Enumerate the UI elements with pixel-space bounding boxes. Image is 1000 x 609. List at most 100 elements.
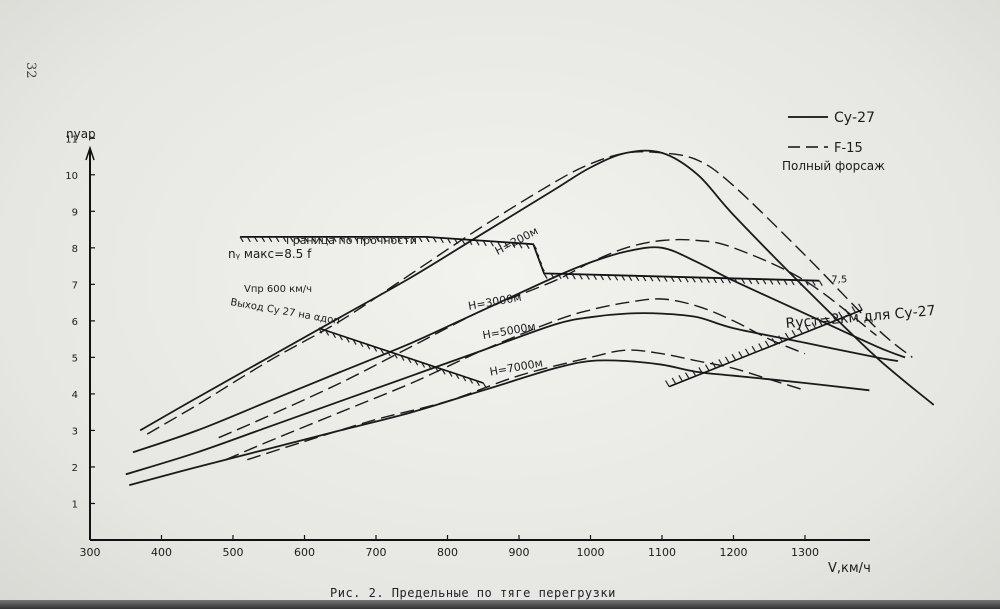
strength-limit-hatch [538,258,543,265]
strength-limit-hatch [418,236,423,243]
y-axis-arrow [85,145,95,161]
max-load-label: nᵧ макс=8.5 f [228,247,312,261]
series-line-su27-200 [139,149,935,432]
strength-limit-hatch [389,236,394,243]
y-tick-label: 5 [72,353,78,364]
radius-hatch [671,377,677,385]
radius-hatch [711,361,717,369]
strength-limit-hatch [550,273,555,279]
strength-limit-hatch [712,277,717,284]
strength-limit-hatch [755,278,760,285]
strength-limit-hatch [518,242,523,249]
radius-hatch [758,343,763,350]
radius-hatch [731,353,737,361]
strength-limit-hatch [705,277,710,284]
v600-hatch [393,352,398,359]
strength-limit-hatch [318,236,323,243]
radius-hatch [665,380,670,387]
v600-hatch [421,362,426,368]
strength-limit-hatch [261,236,266,243]
v600-hatch [338,334,343,341]
radius-hatch [851,306,857,313]
strength-limit-hatch [677,276,682,283]
strength-limit-hatch [253,236,258,243]
strength-limit-hatch [818,280,823,287]
strength-limit-hatch [282,236,287,243]
x-tick-label: 300 [80,546,101,559]
strength-limit-hatch [375,236,380,243]
v600-label: Vпр 600 км/ч [244,284,312,295]
radius-line [668,309,863,388]
strength-limit-hatch [663,276,668,282]
strength-limit-hatch [790,279,795,286]
y-tick-label: 7 [72,280,78,291]
legend-afterburner-label: Полный форсаж [782,159,885,173]
strength-limit-hatch [585,274,590,280]
strength-limit-hatch [382,236,387,243]
radius-hatch [698,367,703,374]
altitude-label-7000: H=7000м [489,356,544,378]
strength-limit-hatch [511,242,516,249]
strength-limit-hatch [454,238,459,245]
strength-limit-hatch [361,236,366,243]
v600-hatch [455,373,460,380]
strength-limit-hatch [482,240,487,247]
series-line-su27-7000 [129,359,870,487]
strength-limit-hatch [540,265,545,272]
strength-limit-hatch [439,237,444,244]
x-tick-label: 1100 [648,546,676,559]
limits-layer [239,235,863,389]
strength-limit-end-label: 7,5 [831,275,847,286]
radius-hatch [784,332,790,340]
strength-limit-hatch [246,236,251,243]
radius-hatch [678,375,683,382]
strength-limit-hatch [599,274,605,281]
x-tick-label: 500 [223,546,244,559]
v600-hatch [318,327,323,334]
series-line-f15-5000 [225,298,806,461]
strength-limit-hatch [325,236,330,243]
strength-limit-hatch [404,236,409,243]
strength-limit-hatch [532,243,537,250]
radius-hatch [798,327,803,335]
radius-hatch [858,303,863,311]
strength-limit-hatch [339,236,344,243]
x-axis-label: V,км/ч [828,561,871,576]
v600-hatch [462,375,467,382]
x-tick-label: 1000 [577,546,605,559]
strength-limit-hatch [691,277,696,283]
v600-hatch [441,368,446,375]
v600-hatch [359,341,364,348]
strength-limit-hatch [543,273,548,279]
strength-limit-hatch [804,280,809,286]
y-tick-label: 11 [65,134,78,145]
series-line-f15-3000 [218,238,877,439]
strength-limit-hatch [621,275,626,281]
v600-hatch [475,380,480,386]
strength-limit-hatch [642,275,647,282]
strength-limit-hatch [475,239,480,246]
v600-hatch [379,348,384,355]
x-tick-label: 700 [366,546,387,559]
y-tick-label: 10 [65,171,78,182]
x-tick-label: 400 [151,546,172,559]
v600-hatch [407,357,412,364]
v600-hatch [345,336,350,343]
v600-hatch [482,382,487,389]
v600-hatch [469,378,474,384]
strength-limit-hatch [614,274,619,281]
radius-hatch [691,369,697,377]
strength-limit-hatch [628,275,633,281]
v600-hatch [448,371,453,377]
y-tick-label: 1 [72,499,78,510]
strength-limit-hatch [635,275,640,282]
x-tick-label: 600 [294,546,315,559]
strength-limit-hatch [797,279,802,286]
v600-hatch [414,359,419,366]
strength-limit-hatch [571,273,576,280]
radius-hatch [818,319,823,327]
strength-limit-hatch [748,278,753,285]
strength-limit-hatch [303,236,309,243]
strength-limit-hatch [684,276,689,283]
